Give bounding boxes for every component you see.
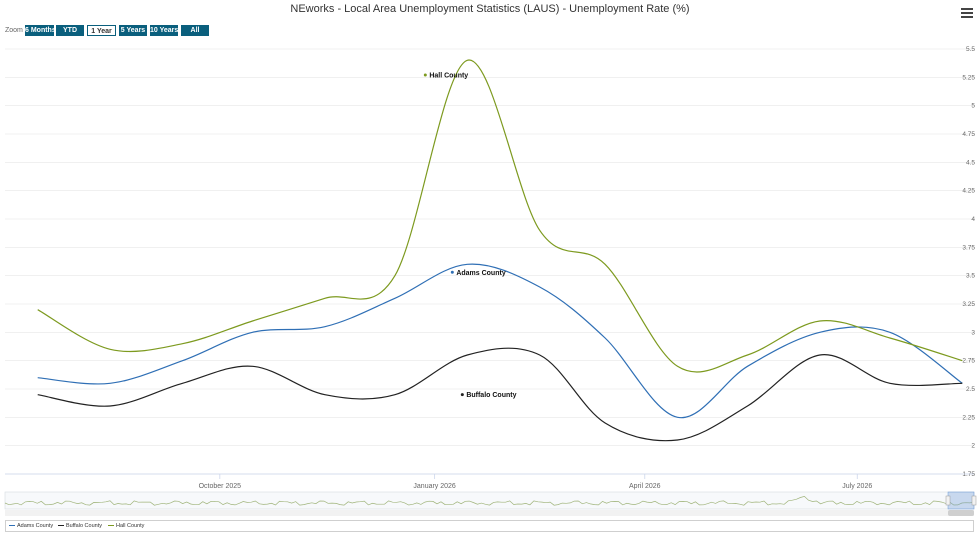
y-tick-label: 4.75: [962, 131, 975, 138]
y-tick-label: 2: [971, 443, 975, 450]
legend-item-buffalo-county[interactable]: Buffalo County: [58, 523, 102, 529]
y-axis: 1.75 2 2.25 2.5 2.75 3 3.25 3.5 3.75 4 4.25 4.5 4.75…: [962, 46, 975, 478]
x-tick-label: January 2026: [413, 483, 456, 490]
y-tick-label: 3.5: [966, 273, 975, 280]
legend: Adams County Buffalo County Hall County: [5, 520, 974, 532]
legend-label: Adams County: [17, 523, 54, 529]
navigator-left-handle[interactable]: [945, 495, 951, 506]
series-label-marker: [423, 73, 427, 77]
series-data-label-buffalo-county: Buffalo County: [466, 392, 516, 399]
y-tick-label: 1.75: [962, 471, 975, 478]
legend-swatch: [58, 525, 64, 527]
series-line-adams-county[interactable]: [37, 263, 963, 419]
navigator-right-handle[interactable]: [971, 495, 977, 506]
series-label-marker: [450, 270, 454, 274]
legend-swatch: [9, 525, 15, 527]
zoom-all-button[interactable]: All: [181, 25, 209, 36]
chart-title: NEworks - Local Area Unemployment Statis…: [290, 3, 690, 15]
legend-label: Buffalo County: [66, 523, 102, 529]
y-tick-label: 3.75: [962, 244, 975, 251]
legend-swatch: [108, 525, 114, 527]
series-data-label-adams-county: Adams County: [456, 270, 506, 277]
y-tick-label: 5.5: [966, 46, 975, 53]
y-tick-label: 3.25: [962, 301, 975, 308]
grid-lines: [5, 48, 974, 475]
legend-item-hall-county[interactable]: Hall County: [108, 523, 144, 529]
zoom-10-years-button[interactable]: 10 Years: [150, 25, 178, 36]
y-tick-label: 2.75: [962, 358, 975, 365]
series-labels: Adams County Buffalo County Hall County: [423, 73, 517, 399]
zoom-ytd-button[interactable]: YTD: [56, 25, 84, 36]
navigator-background: [4, 491, 975, 510]
y-tick-label: 5.25: [962, 74, 975, 81]
series-data-label-hall-county: Hall County: [429, 73, 468, 80]
zoom-6-months-button[interactable]: 6 Months: [25, 25, 54, 36]
x-axis: October 2025 January 2026 April 2026 July 2…: [5, 473, 974, 490]
navigator-selected-range[interactable]: [947, 491, 975, 510]
legend-item-adams-county[interactable]: Adams County: [9, 523, 53, 529]
series-line-hall-county[interactable]: [37, 59, 963, 373]
scrollbar-track[interactable]: [5, 510, 974, 516]
series-label-marker: [460, 393, 464, 397]
scrollbar-thumb[interactable]: [948, 510, 974, 516]
legend-label: Hall County: [116, 523, 145, 529]
y-tick-label: 3: [971, 329, 975, 336]
x-tick-label: October 2025: [199, 483, 242, 490]
x-tick-label: July 2026: [842, 483, 872, 490]
series-lines: [37, 59, 963, 442]
zoom-5-years-button[interactable]: 5 Years: [119, 25, 147, 36]
series-line-buffalo-county[interactable]: [37, 347, 963, 442]
hamburger-menu-icon[interactable]: [960, 6, 974, 20]
navigator[interactable]: [4, 491, 977, 516]
y-tick-label: 4: [971, 216, 975, 223]
y-tick-label: 2.5: [966, 386, 975, 393]
y-tick-label: 4.5: [966, 159, 975, 166]
y-tick-label: 2.25: [962, 414, 975, 421]
x-tick-label: April 2026: [629, 483, 661, 490]
zoom-1-year-button[interactable]: 1 Year: [87, 25, 116, 36]
y-tick-label: 5: [971, 103, 975, 110]
y-tick-label: 4.25: [962, 188, 975, 195]
zoom-label: Zoom: [5, 27, 23, 34]
navigator-series: [4, 496, 975, 506]
